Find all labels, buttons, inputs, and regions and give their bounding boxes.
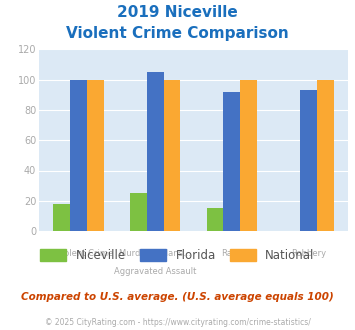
Text: Compared to U.S. average. (U.S. average equals 100): Compared to U.S. average. (U.S. average … <box>21 292 334 302</box>
Legend: Niceville, Florida, National: Niceville, Florida, National <box>36 244 320 266</box>
Text: Violent Crime Comparison: Violent Crime Comparison <box>66 26 289 41</box>
Text: Aggravated Assault: Aggravated Assault <box>114 267 196 276</box>
Text: Murder & Mans...: Murder & Mans... <box>119 249 191 258</box>
Bar <box>317 80 334 231</box>
Bar <box>70 80 87 231</box>
Text: All Violent Crime: All Violent Crime <box>43 249 114 258</box>
Bar <box>87 80 104 231</box>
Text: 2019 Niceville: 2019 Niceville <box>117 5 238 20</box>
Bar <box>207 208 223 231</box>
Text: Robbery: Robbery <box>291 249 326 258</box>
Bar <box>130 193 147 231</box>
Text: © 2025 CityRating.com - https://www.cityrating.com/crime-statistics/: © 2025 CityRating.com - https://www.city… <box>45 318 310 327</box>
Bar <box>300 90 317 231</box>
Bar <box>53 204 70 231</box>
Bar <box>240 80 257 231</box>
Bar <box>223 92 240 231</box>
Bar <box>164 80 180 231</box>
Text: Rape: Rape <box>221 249 242 258</box>
Bar <box>147 72 164 231</box>
